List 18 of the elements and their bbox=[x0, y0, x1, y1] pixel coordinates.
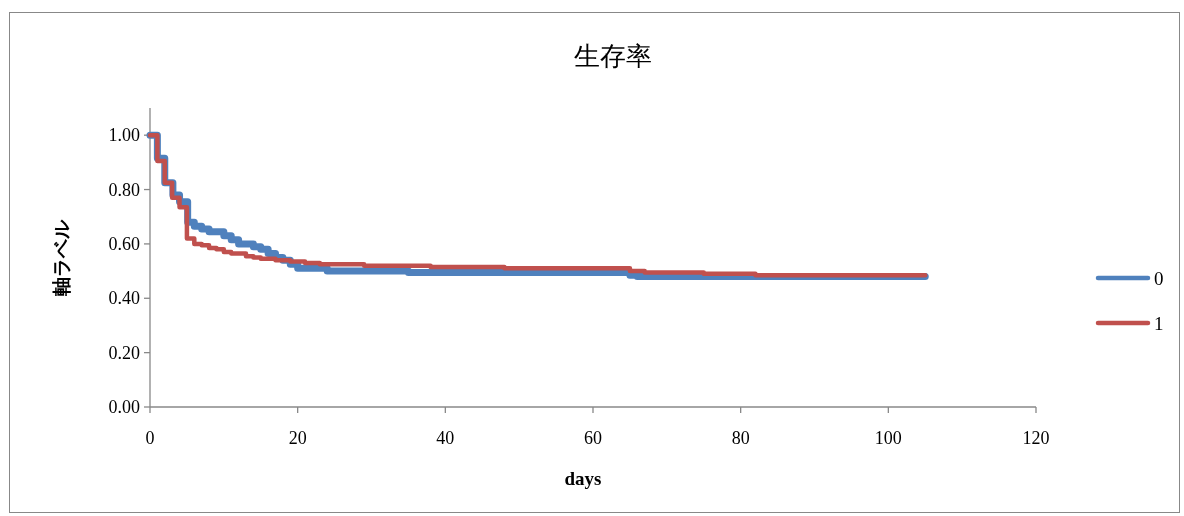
x-tick-label: 100 bbox=[874, 428, 902, 448]
y-axis-title: 軸ラベル bbox=[51, 218, 72, 296]
y-tick-label: 0.40 bbox=[108, 288, 140, 309]
y-tick-label: 0.80 bbox=[108, 179, 140, 200]
x-tick-label: 40 bbox=[436, 428, 455, 448]
x-axis-title: days bbox=[564, 468, 602, 489]
x-tick-label: 80 bbox=[731, 428, 750, 448]
chart-title: 生存率 bbox=[574, 42, 652, 71]
legend-label: 0 bbox=[1154, 268, 1164, 289]
x-tick-label: 120 bbox=[1022, 428, 1050, 448]
x-tick-label: 60 bbox=[584, 428, 602, 448]
y-tick-label: 0.00 bbox=[108, 397, 140, 417]
y-tick-label: 0.20 bbox=[108, 342, 140, 363]
y-tick-label: 1.00 bbox=[108, 125, 140, 146]
legend-label: 1 bbox=[1154, 313, 1164, 334]
y-tick-label: 0.60 bbox=[108, 233, 140, 254]
x-tick-label: 0 bbox=[145, 428, 155, 448]
x-tick-label: 20 bbox=[288, 428, 307, 448]
